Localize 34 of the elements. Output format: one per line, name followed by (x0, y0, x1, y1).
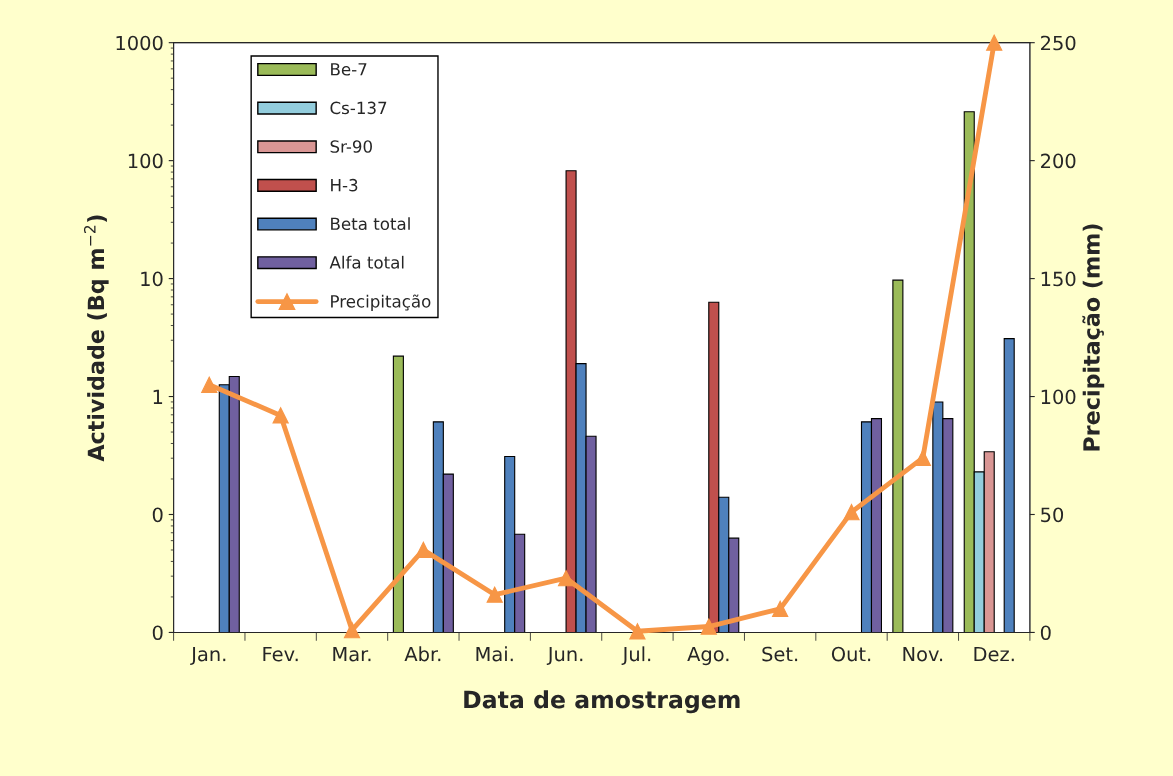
legend-label: Be-7 (331, 63, 367, 76)
y-tick-label: 100 (128, 153, 163, 169)
y-tick-label: 0 (152, 507, 163, 523)
x-tick-label: Mai. (476, 646, 513, 662)
y2-tick-label: 250 (1041, 35, 1076, 51)
x-tick-label: Abr. (404, 646, 441, 662)
y2-tick-label: 200 (1041, 153, 1076, 169)
y2-tick-label: 100 (1041, 389, 1076, 405)
x-axis-title: Data de amostragem (464, 690, 740, 714)
y-tick-label: 10 (141, 271, 163, 287)
legend-label: Alfa total (329, 255, 404, 269)
x-tick-label: Nov. (903, 646, 943, 662)
legend-label: Sr-90 (330, 140, 372, 153)
y-tick-label: 1000 (116, 35, 163, 51)
legend-label: Beta total (331, 217, 410, 231)
y2-tick-label: 150 (1041, 271, 1076, 287)
y-tick-label: 0 (152, 625, 163, 641)
x-tick-label: Set. (762, 646, 798, 662)
x-tick-label: Dez. (974, 646, 1014, 662)
y2-tick-label: 0 (1040, 625, 1051, 641)
x-tick-label: Jun. (546, 646, 583, 665)
legend-label: H-3 (331, 178, 358, 192)
legend-label: Cs-137 (330, 101, 387, 115)
x-tick-label: Jan. (190, 646, 226, 665)
legend-label: Precipitação (331, 294, 431, 311)
y-axis-title: Actividade (Bq m$^{−2}$) (83, 215, 109, 462)
y-tick-label: 1 (153, 389, 163, 404)
y2-tick-label: 50 (1041, 507, 1064, 523)
x-tick-label: Fev. (263, 646, 298, 662)
x-tick-label: Mar. (333, 646, 371, 662)
x-tick-label: Out. (831, 646, 871, 662)
x-tick-label: Jul. (621, 646, 651, 665)
x-tick-label: Ago. (687, 646, 729, 666)
y2-axis-title: Precipitação (mm) (1082, 224, 1105, 451)
